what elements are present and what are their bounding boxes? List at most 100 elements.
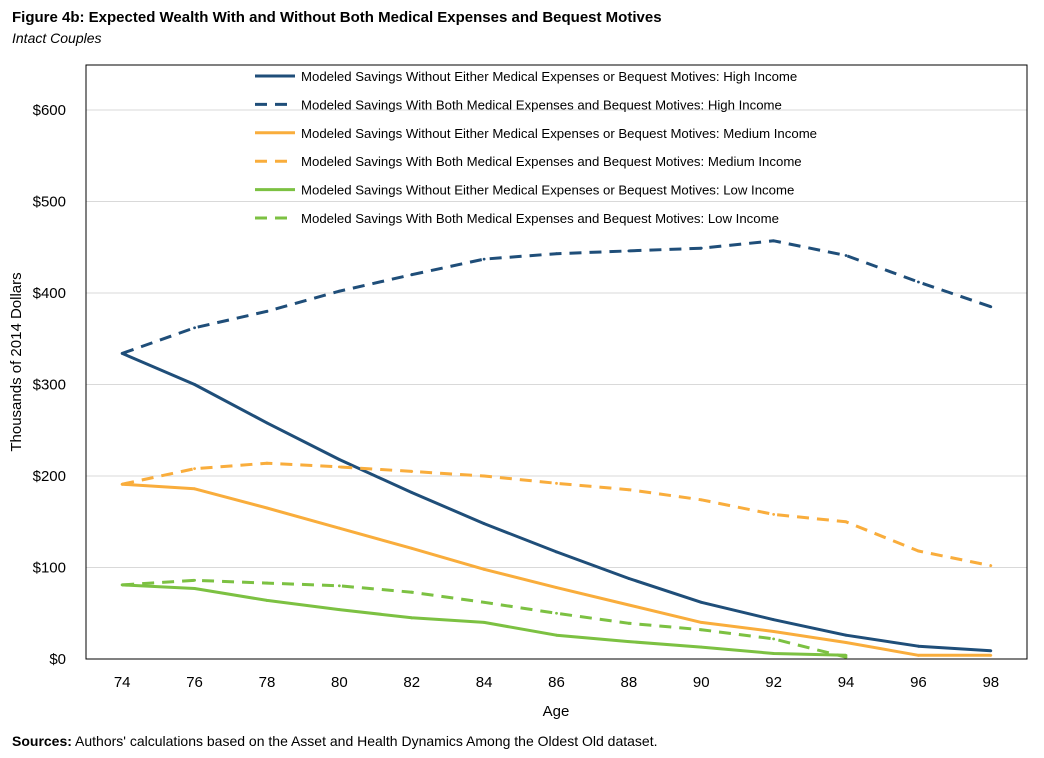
data-point (844, 633, 848, 637)
plot-area-border (85, 64, 1028, 660)
data-point (627, 249, 631, 253)
data-point (555, 586, 558, 590)
y-tick-label: $600 (33, 102, 66, 119)
data-point (627, 603, 631, 607)
x-tick-label: 90 (693, 674, 710, 691)
data-point (555, 611, 558, 615)
data-point (337, 608, 341, 611)
legend-label: Modeled Savings Without Either Medical E… (301, 69, 797, 84)
y-tick-label: $500 (33, 194, 66, 211)
data-point (120, 482, 124, 486)
data-point (917, 549, 920, 553)
x-tick-label: 96 (910, 674, 927, 691)
figure-subtitle: Intact Couples (12, 30, 102, 46)
legend-label: Modeled Savings With Both Medical Expens… (301, 154, 802, 169)
legend-label: Modeled Savings Without Either Medical E… (301, 126, 817, 141)
data-point (120, 351, 124, 355)
data-point (699, 645, 703, 649)
data-point (627, 488, 631, 492)
x-tick-label: 80 (331, 674, 348, 691)
data-point (482, 522, 486, 525)
legend-label: Modeled Savings With Both Medical Expens… (301, 211, 779, 226)
data-point (193, 487, 196, 491)
data-point (265, 309, 269, 313)
data-point (410, 491, 414, 494)
legend: Modeled Savings Without Either Medical E… (255, 69, 817, 226)
data-point (627, 640, 631, 644)
sources-label: Sources: (12, 733, 72, 749)
series-line-5 (122, 583, 847, 657)
data-point (555, 550, 558, 554)
axes: $0 $100 $200 $300 $400 $500 $600 74 76 78 80 82 84 86… (33, 102, 1000, 691)
data-point (410, 616, 414, 620)
series-line-1 (121, 352, 991, 653)
legend-label: Modeled Savings Without Either Medical E… (301, 183, 794, 198)
data-point (917, 644, 920, 648)
data-point (265, 599, 269, 602)
data-point (410, 470, 414, 473)
x-tick-label: 84 (476, 674, 493, 691)
data-point (627, 577, 631, 580)
data-point (772, 630, 776, 633)
data-point (482, 474, 486, 478)
data-point (699, 498, 703, 502)
y-tick-label: $300 (33, 377, 66, 394)
gridlines (86, 109, 1027, 568)
x-tick-label: 86 (548, 674, 565, 691)
data-point (193, 326, 196, 330)
data-point (482, 567, 486, 571)
data-point (410, 590, 414, 594)
y-tick-label: $400 (33, 285, 66, 302)
data-point (193, 587, 196, 590)
data-point (265, 421, 269, 425)
x-tick-label: 78 (259, 674, 276, 691)
data-point (699, 628, 703, 632)
y-tick-label: $200 (33, 468, 66, 485)
data-point (772, 513, 776, 516)
data-point (917, 653, 920, 657)
x-tick-label: 82 (403, 674, 420, 691)
data-point (265, 461, 269, 465)
data-point (265, 581, 269, 585)
x-tick-label: 94 (838, 674, 855, 691)
data-point (917, 280, 920, 284)
data-point (844, 641, 848, 644)
data-point (410, 273, 414, 277)
data-point (699, 600, 703, 604)
sources-text: Authors' calculations based on the Asset… (71, 733, 658, 749)
data-point (337, 458, 341, 461)
data-point (699, 246, 703, 250)
data-point (193, 467, 196, 471)
legend-label: Modeled Savings With Both Medical Expens… (301, 97, 782, 112)
data-point (844, 655, 848, 659)
y-axis-label: Thousands of 2014 Dollars (8, 272, 25, 451)
x-tick-label: 88 (621, 674, 638, 691)
y-tick-label: $100 (33, 560, 66, 577)
x-tick-label: 74 (114, 674, 131, 691)
data-point (337, 465, 341, 469)
data-point (265, 506, 269, 510)
data-point (337, 526, 341, 530)
data-point (772, 652, 776, 655)
data-point (989, 649, 993, 653)
data-point (555, 481, 558, 485)
x-tick-label: 92 (765, 674, 782, 691)
data-point (772, 618, 776, 622)
data-point (482, 257, 486, 261)
data-point (337, 584, 341, 588)
data-point (844, 520, 848, 524)
series-line-6 (122, 578, 847, 659)
data-point (482, 600, 486, 604)
data-point (989, 653, 993, 657)
data-point (555, 633, 558, 637)
x-tick-label: 76 (186, 674, 203, 691)
data-point (989, 564, 993, 568)
sources-note: Sources: Authors' calculations based on … (12, 733, 658, 749)
data-point (772, 239, 776, 243)
series-lines (120, 239, 993, 659)
data-point (193, 383, 196, 386)
x-axis-label: Age (543, 703, 570, 720)
data-point (844, 254, 848, 257)
data-point (989, 305, 993, 309)
